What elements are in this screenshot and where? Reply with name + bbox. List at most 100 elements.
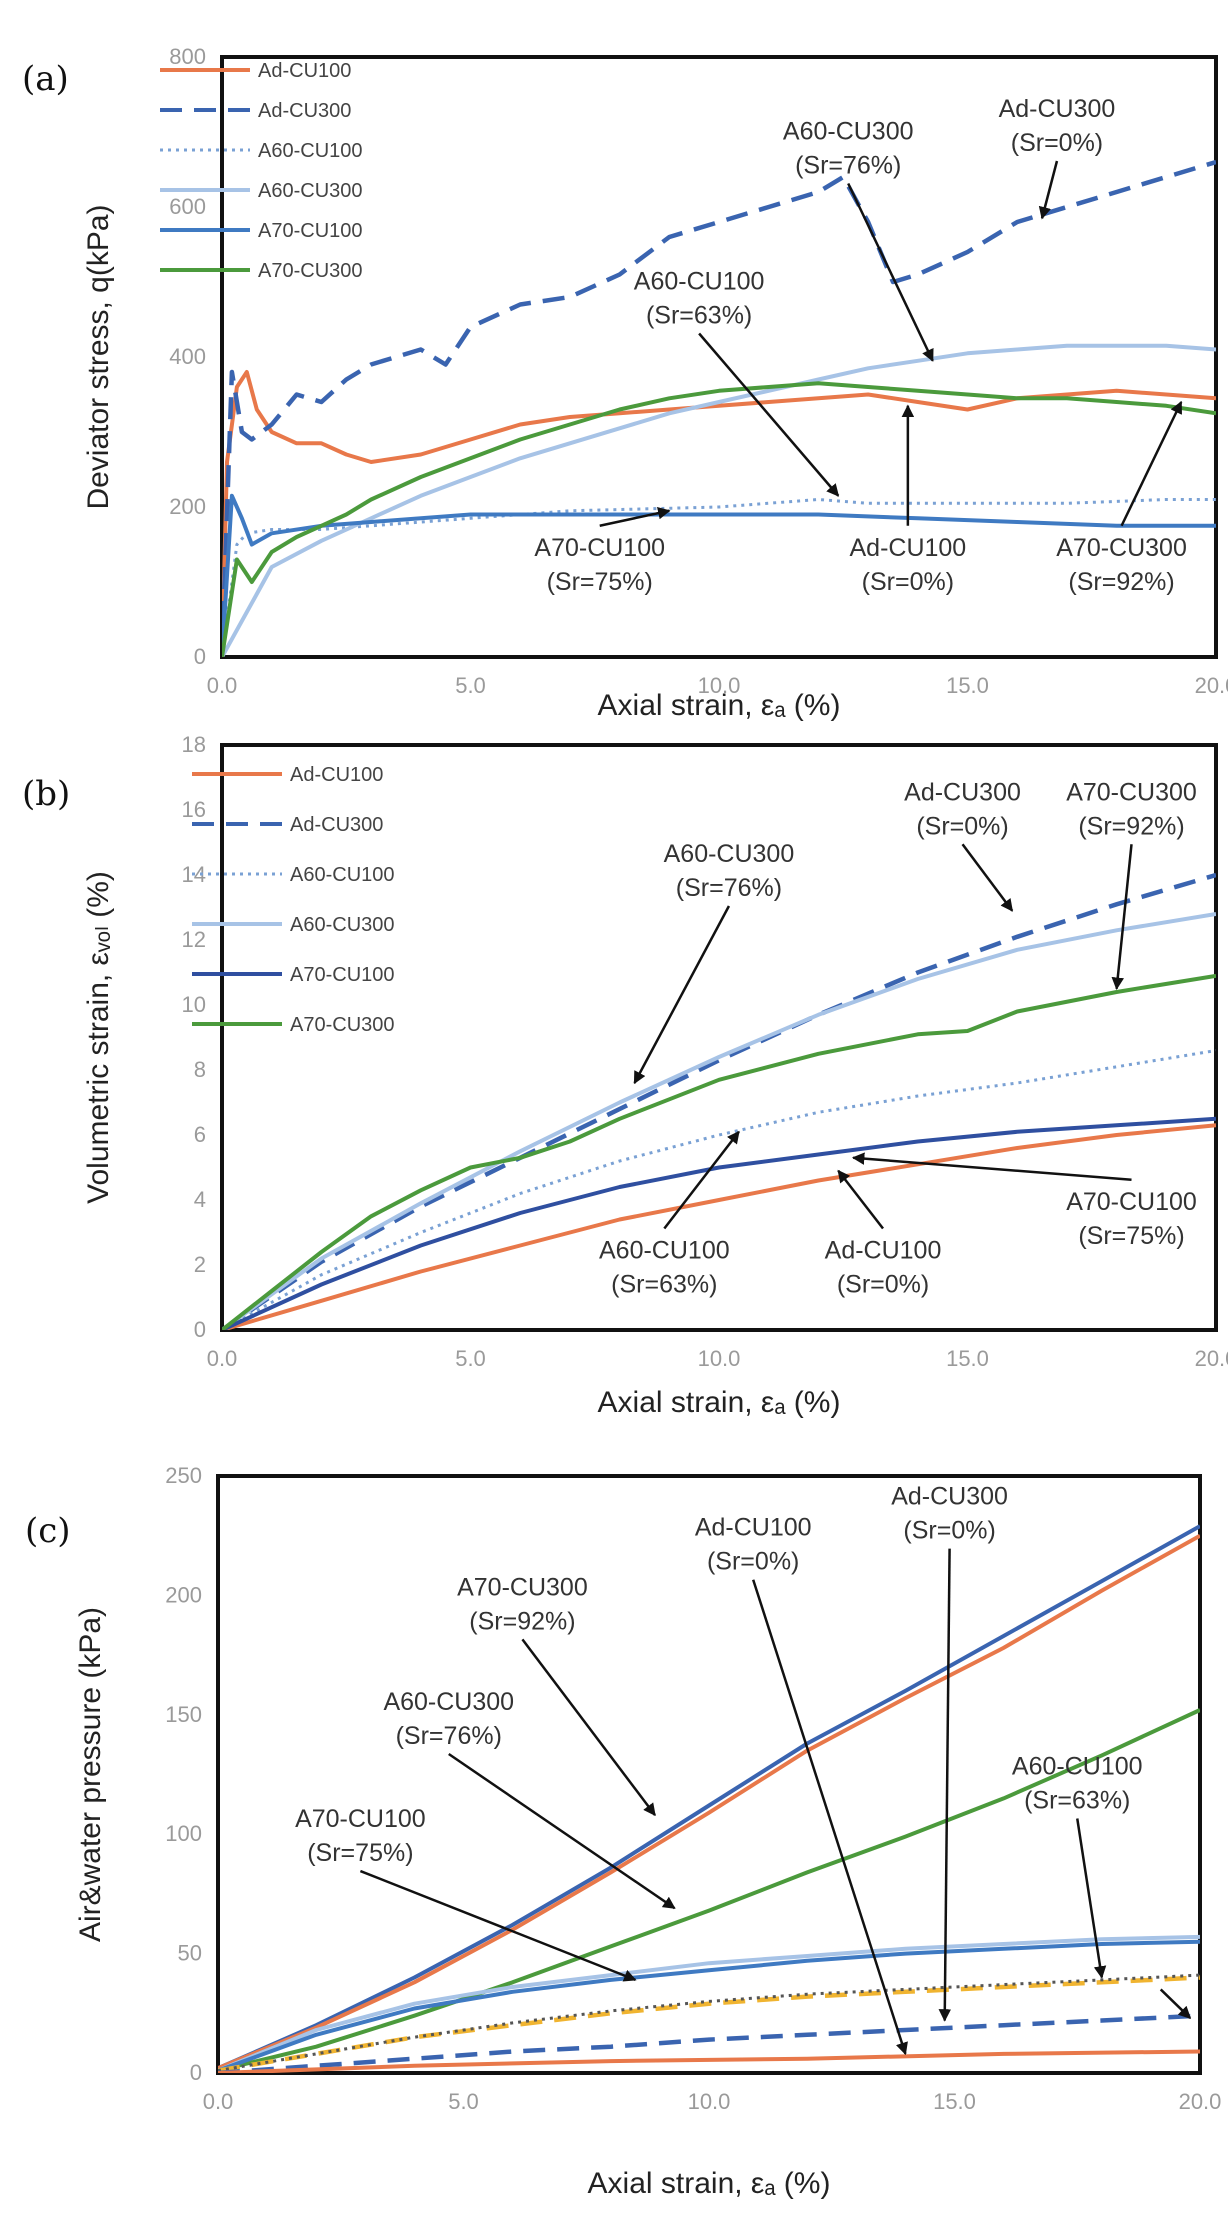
annotation-arrow <box>359 1869 637 1982</box>
annotation-label: Ad-CU100 <box>695 1514 812 1542</box>
annotation-label: (Sr=92%) <box>1078 812 1184 840</box>
x-axis-title: Axial strain, εₐ (%) <box>588 2167 831 2200</box>
y-tick-label: 600 <box>169 194 206 219</box>
series-line-5 <box>222 381 1216 657</box>
legend-label: A70-CU100 <box>290 964 395 986</box>
annotation-label: (Sr=92%) <box>469 1607 575 1635</box>
x-tick-label: 5.0 <box>455 673 486 698</box>
legend-label: A70-CU300 <box>290 1014 395 1036</box>
annotation-label: (Sr=75%) <box>1078 1222 1184 1250</box>
legend-label: A60-CU300 <box>258 180 363 202</box>
y-tick-label: 10 <box>182 992 206 1017</box>
annotation-arrow <box>1159 1988 1192 2019</box>
annotation-label: A70-CU100 <box>295 1805 426 1833</box>
x-tick-label: 5.0 <box>455 1346 486 1371</box>
series-line-0 <box>222 1123 1216 1330</box>
annotation-arrow <box>663 1130 740 1230</box>
series-line-8 <box>218 2049 1200 2073</box>
y-tick-label: 400 <box>169 344 206 369</box>
y-tick-label: 8 <box>194 1057 206 1082</box>
y-axis-title: Air&water pressure (kPa) <box>74 1607 107 1942</box>
annotation-label: (Sr=76%) <box>676 874 782 902</box>
panel-label: (a) <box>22 59 69 99</box>
annotation-label: A60-CU300 <box>383 1688 514 1716</box>
x-tick-label: 20.0 <box>1179 2089 1222 2114</box>
annotation-label: (Sr=0%) <box>707 1548 799 1576</box>
annotation-label: (Sr=75%) <box>307 1839 413 1867</box>
series-line-3 <box>222 343 1216 657</box>
annotation-label: (Sr=75%) <box>547 568 653 596</box>
annotation-label: (Sr=92%) <box>1068 568 1174 596</box>
y-tick-label: 0 <box>194 644 206 669</box>
series-line-6 <box>218 1973 1200 2073</box>
annotation-label: A70-CU300 <box>457 1573 588 1601</box>
x-axis-title: Axial strain, εₐ (%) <box>598 689 841 722</box>
annotation-arrow <box>851 1152 1132 1181</box>
annotation-label: A70-CU100 <box>534 534 665 562</box>
annotation-label: Ad-CU300 <box>999 95 1116 123</box>
legend-label: A60-CU100 <box>258 140 363 162</box>
series-line-4 <box>222 493 1216 657</box>
plot-frame <box>220 743 1218 1332</box>
legend-label: A60-CU300 <box>290 914 395 936</box>
legend-label: A70-CU100 <box>258 220 363 242</box>
plot-frame <box>220 55 1218 659</box>
annotation-label: A70-CU300 <box>1056 534 1187 562</box>
panel-a: (a) 0 200 400 600 800 0.0 5.0 10.0 15.0 20.0 Axial … <box>22 44 1228 722</box>
series-line-4 <box>222 1116 1216 1330</box>
y-tick-label: 4 <box>194 1187 206 1212</box>
annotation-label: Ad-CU300 <box>904 778 1021 806</box>
y-tick-label: 250 <box>165 1463 202 1488</box>
legend-label: Ad-CU100 <box>258 60 351 82</box>
annotation-arrow <box>938 1548 952 2022</box>
series-line-3 <box>222 912 1216 1330</box>
annotation-arrow <box>599 507 671 527</box>
series-line-0 <box>222 370 1216 657</box>
legend-label: A60-CU100 <box>290 864 395 886</box>
annotation-label: (Sr=63%) <box>611 1271 717 1299</box>
annotation-arrow <box>1038 160 1059 220</box>
x-tick-label: 20.0 <box>1195 673 1228 698</box>
series-line-1 <box>222 159 1216 657</box>
annotation-arrow <box>837 1169 884 1230</box>
series-line-5 <box>218 1975 1200 2073</box>
annotation-label: A60-CU300 <box>664 840 795 868</box>
y-tick-label: 0 <box>194 1317 206 1342</box>
y-tick-label: 50 <box>178 1941 202 1966</box>
series-line-1 <box>218 1533 1200 2071</box>
x-tick-label: 10.0 <box>688 2089 731 2114</box>
annotation-label: Ad-CU100 <box>849 534 966 562</box>
x-tick-label: 10.0 <box>698 1346 741 1371</box>
annotation-arrow <box>1120 400 1183 527</box>
y-tick-label: 6 <box>194 1122 206 1147</box>
annotation-label: (Sr=76%) <box>795 152 901 180</box>
y-tick-label: 0 <box>190 2060 202 2085</box>
annotation-label: Ad-CU300 <box>891 1483 1008 1511</box>
annotation-label: A60-CU100 <box>599 1237 730 1265</box>
x-tick-label: 10.0 <box>698 673 741 698</box>
x-tick-label: 15.0 <box>933 2089 976 2114</box>
series-line-4 <box>218 1939 1200 2073</box>
plot-frame <box>216 1474 1202 2075</box>
y-axis-title: Deviator stress, q(kPa) <box>82 204 115 509</box>
legend-label: Ad-CU100 <box>290 764 383 786</box>
y-tick-label: 2 <box>194 1252 206 1277</box>
annotation-label: (Sr=0%) <box>903 1517 995 1545</box>
x-tick-label: 0.0 <box>207 1346 238 1371</box>
series-line-2 <box>222 498 1216 657</box>
annotation-label: A60-CU100 <box>634 268 765 296</box>
series-line-7 <box>218 2013 1200 2073</box>
annotation-label: (Sr=0%) <box>916 812 1008 840</box>
legend-label: A70-CU300 <box>258 260 363 282</box>
annotation-arrow <box>698 332 840 497</box>
annotation-label: A70-CU100 <box>1066 1188 1197 1216</box>
series-line-5 <box>222 973 1216 1330</box>
annotation-label: (Sr=76%) <box>396 1722 502 1750</box>
annotation-arrow <box>1076 1818 1107 1979</box>
annotation-label: A60-CU300 <box>783 118 914 146</box>
annotation-arrow <box>448 1752 676 1910</box>
y-tick-label: 200 <box>169 494 206 519</box>
annotation-arrow <box>1111 844 1133 990</box>
annotation-label: A60-CU100 <box>1012 1753 1143 1781</box>
